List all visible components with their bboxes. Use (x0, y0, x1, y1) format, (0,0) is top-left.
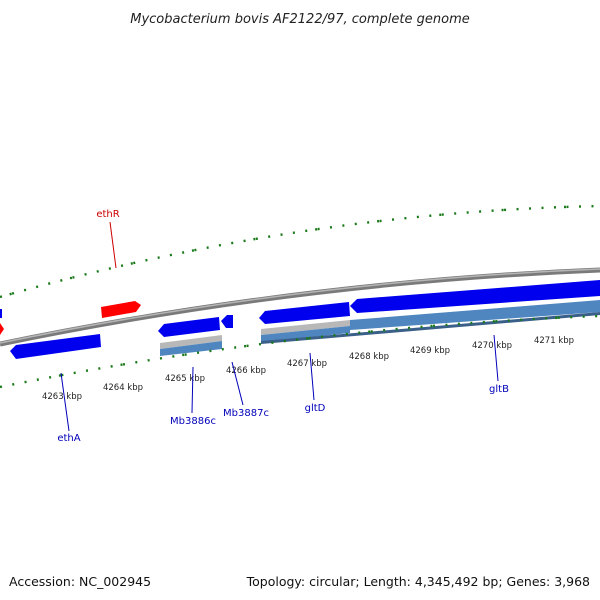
gene-label-leaders (60, 221, 499, 432)
gene-Mb3887c-arrow[interactable] (221, 315, 233, 328)
cds-band-gltD (261, 326, 350, 342)
leader-ethA (60, 372, 70, 432)
tick-labels: 4263 kbp 4264 kbp 4265 kbp 4266 kbp 4267… (42, 336, 574, 402)
leader-Mb3887c (231, 361, 244, 406)
rna-band-gltD (261, 320, 350, 335)
leader-ethR (109, 221, 117, 269)
leader-gltD (309, 352, 315, 401)
tick-label-4271: 4271 kbp (534, 336, 574, 346)
gene-partial-reverse[interactable] (0, 309, 2, 318)
tick-label-4269: 4269 kbp (410, 346, 450, 356)
cds-band-shadow (261, 312, 600, 344)
gene-label-Mb3887c[interactable]: Mb3887c (223, 408, 269, 419)
rna-band-Mb3886c (160, 335, 222, 349)
gene-Mb3886c-arrow[interactable] (158, 317, 220, 337)
gene-label-ethA[interactable]: ethA (57, 433, 80, 444)
backbone-highlight (0, 268, 600, 344)
feature-bands (160, 300, 600, 356)
gene-gltD-arrow[interactable] (259, 302, 350, 324)
outer-tick-ruler (0, 204, 600, 299)
gene-ethA-arrow[interactable] (10, 334, 101, 359)
reverse-genes (0, 280, 600, 359)
gene-label-gltD[interactable]: gltD (305, 403, 326, 414)
cds-band-Mb3886c (160, 341, 222, 356)
tick-label-4268: 4268 kbp (349, 352, 389, 362)
gene-partial-forward[interactable] (0, 323, 4, 335)
leader-Mb3886c (191, 366, 194, 414)
genome-backbone (0, 267, 600, 347)
gene-label-Mb3886c[interactable]: Mb3886c (170, 416, 216, 427)
forward-genes (0, 301, 141, 335)
gene-label-ethR[interactable]: ethR (96, 209, 119, 220)
tick-label-4263: 4263 kbp (42, 392, 82, 402)
gene-gltB-arrow[interactable] (350, 280, 600, 313)
leader-gltB (493, 334, 499, 382)
outer-major-ticks (0, 204, 600, 299)
gene-labels: ethR ethA Mb3886c Mb3887c gltD gltB (57, 209, 509, 444)
tick-label-4270: 4270 kbp (472, 341, 512, 351)
tick-label-4264: 4264 kbp (103, 383, 143, 393)
accession-text: Accession: NC_002945 (9, 574, 151, 589)
tick-label-4267: 4267 kbp (287, 359, 327, 369)
tick-label-4266: 4266 kbp (226, 366, 266, 376)
genome-summary-text: Topology: circular; Length: 4,345,492 bp… (246, 574, 590, 589)
gene-label-gltB[interactable]: gltB (489, 384, 509, 395)
gene-ethR-arrow[interactable] (101, 301, 141, 318)
outer-minor-ticks (0, 204, 600, 299)
backbone-line (0, 267, 600, 347)
tick-label-4265: 4265 kbp (165, 374, 205, 384)
map-title: Mycobacterium bovis AF2122/97, complete … (130, 12, 469, 27)
cds-band-gltB (350, 300, 600, 330)
